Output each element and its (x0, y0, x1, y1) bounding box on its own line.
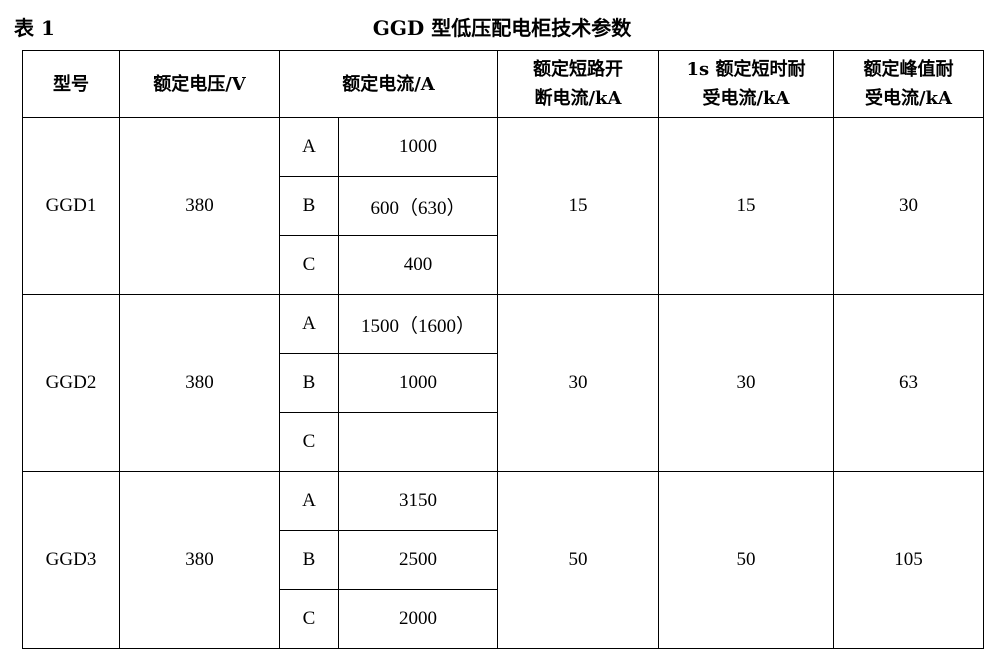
voltage-cell: 380 (119, 471, 280, 649)
current-value-cell: 2000 (338, 589, 498, 649)
table-row: B 2500 (23, 530, 984, 590)
current-value-cell: 1000 (338, 353, 498, 413)
table-row: B 600（630） (23, 176, 984, 236)
grade-cell: B (279, 353, 339, 413)
breaking-cell: 50 (497, 471, 659, 649)
current-value-cell: 1500（1600） (338, 294, 498, 354)
grade-cell: A (279, 117, 339, 177)
header-short-time-line1: 1s 额定短时耐 (686, 59, 806, 80)
table-row: GGD3 380 A 3150 50 50 105 (22, 471, 984, 649)
peak-cell: 105 (833, 471, 984, 649)
table-row: C 2000 (23, 589, 984, 649)
model-cell: GGD2 (22, 294, 120, 472)
header-peak: 额定峰值耐受电流/kA (833, 50, 984, 118)
table-title: GGD 型低压配电柜技术参数 (372, 16, 632, 40)
header-breaking: 额定短路开断电流/kA (497, 50, 659, 118)
grade-cell: B (279, 530, 339, 590)
grade-cell: B (279, 176, 339, 236)
short-time-cell: 30 (658, 294, 834, 472)
grade-cell: C (279, 235, 339, 295)
model-cell: GGD1 (22, 117, 120, 295)
model-cell: GGD3 (22, 471, 120, 649)
header-short-time-line2: 受电流/kA (702, 88, 790, 109)
breaking-cell: 30 (497, 294, 659, 472)
breaking-cell: 15 (497, 117, 659, 295)
current-value-cell: 400 (338, 235, 498, 295)
peak-cell: 30 (833, 117, 984, 295)
header-peak-line2: 受电流/kA (864, 88, 952, 109)
voltage-cell: 380 (119, 294, 280, 472)
table-row: C (23, 412, 984, 472)
short-time-cell: 50 (658, 471, 834, 649)
voltage-cell: 380 (119, 117, 280, 295)
header-voltage: 额定电压/V (119, 50, 280, 118)
current-value-cell: 2500 (338, 530, 498, 590)
grade-cell: A (279, 471, 339, 531)
current-value-cell: 600（630） (338, 176, 498, 236)
table-row: GGD2 380 A 1500（1600） 30 30 63 (22, 294, 984, 472)
table-caption: 表 1 (14, 16, 55, 40)
current-value-cell: 3150 (338, 471, 498, 531)
short-time-cell: 15 (658, 117, 834, 295)
header-model: 型号 (22, 50, 120, 118)
table-row: GGD1 380 A 1000 15 15 30 (22, 117, 984, 295)
header-breaking-line2: 断电流/kA (534, 88, 622, 109)
header-row: 型号 额定电压/V 额定电流/A 额定短路开 断电流/kA 1s 额定短时耐 受电流… (22, 50, 984, 118)
current-value-cell: 1000 (338, 117, 498, 177)
table-row: B 1000 (23, 353, 984, 413)
grade-cell: C (279, 589, 339, 649)
header-peak-line1: 额定峰值耐 (863, 59, 954, 80)
grade-cell: A (279, 294, 339, 354)
header-current: 额定电流/A (279, 50, 498, 118)
header-breaking-line1: 额定短路开 (533, 59, 623, 80)
parameters-table: 型号 额定电压/V 额定电流/A 额定短路开 断电流/kA 1s 额定短时耐 受电流… (22, 50, 984, 649)
header-short-time: 1s 额定短时耐 受电流/kA (658, 50, 834, 118)
peak-cell: 63 (833, 294, 984, 472)
current-value-cell (338, 412, 498, 472)
grade-cell: C (279, 412, 339, 472)
